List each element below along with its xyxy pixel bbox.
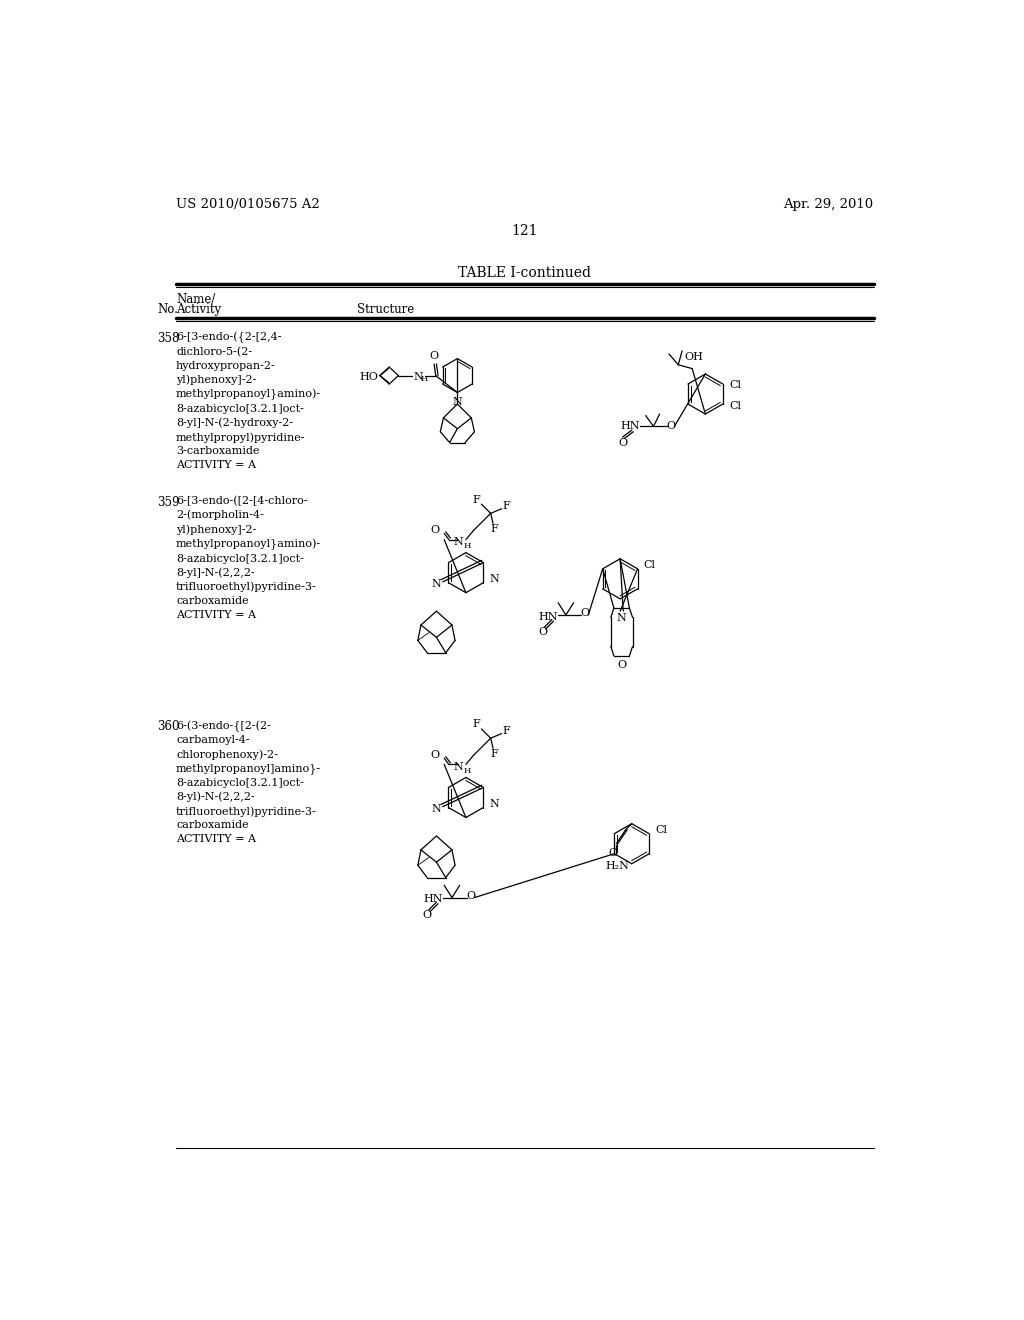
Text: O: O [429,351,438,362]
Text: O: O [430,525,439,536]
Text: O: O [617,438,627,449]
Text: Name/: Name/ [176,293,215,306]
Text: F: F [473,719,480,730]
Text: Cl: Cl [655,825,667,834]
Text: 6-[3-endo-([2-[4-chloro-
2-(morpholin-4-
yl)phenoxy]-2-
methylpropanoyl}amino)-
: 6-[3-endo-([2-[4-chloro- 2-(morpholin-4-… [176,496,322,619]
Text: N: N [431,804,441,814]
Text: HO: HO [359,372,378,381]
Text: F: F [503,726,510,735]
Text: Cl: Cl [729,380,741,389]
Text: N: N [453,537,463,546]
Text: N: N [453,397,462,407]
Text: Cl: Cl [643,560,655,570]
Text: F: F [473,495,480,504]
Text: O: O [423,909,432,920]
Text: HN: HN [539,611,558,622]
Text: H: H [464,541,471,549]
Text: Activity: Activity [176,304,221,317]
Text: F: F [490,524,499,533]
Text: 360: 360 [158,721,180,734]
Text: N: N [453,762,463,772]
Text: N: N [616,612,627,623]
Text: HN: HN [620,421,640,432]
Text: Structure: Structure [356,304,414,317]
Text: No.: No. [158,304,178,317]
Text: H: H [464,767,471,775]
Text: TABLE I-continued: TABLE I-continued [459,267,591,280]
Text: O: O [538,627,547,638]
Text: 359: 359 [158,496,180,508]
Text: F: F [490,748,499,759]
Text: HN: HN [423,894,442,904]
Text: N: N [489,799,500,809]
Text: US 2010/0105675 A2: US 2010/0105675 A2 [176,198,319,211]
Text: O: O [466,891,475,902]
Text: 121: 121 [512,224,538,238]
Text: OH: OH [684,352,703,363]
Text: H: H [421,375,428,383]
Text: O: O [430,750,439,760]
Text: N: N [431,579,441,589]
Text: 6-(3-endo-{[2-(2-
carbamoyl-4-
chlorophenoxy)-2-
methylpropanoyl]amino}-
8-azabi: 6-(3-endo-{[2-(2- carbamoyl-4- chlorophe… [176,721,322,843]
Text: O: O [617,660,627,671]
Text: 358: 358 [158,331,180,345]
Text: Cl: Cl [729,401,741,412]
Text: 6-[3-endo-({2-[2,4-
dichloro-5-(2-
hydroxypropan-2-
yl)phenoxy]-2-
methylpropano: 6-[3-endo-({2-[2,4- dichloro-5-(2- hydro… [176,331,322,470]
Text: F: F [503,500,510,511]
Text: Apr. 29, 2010: Apr. 29, 2010 [783,198,873,211]
Text: O: O [580,609,589,619]
Text: H₂N: H₂N [606,861,630,871]
Text: O: O [666,421,675,432]
Text: N: N [489,574,500,583]
Text: O: O [608,849,617,858]
Text: N: N [414,372,424,381]
